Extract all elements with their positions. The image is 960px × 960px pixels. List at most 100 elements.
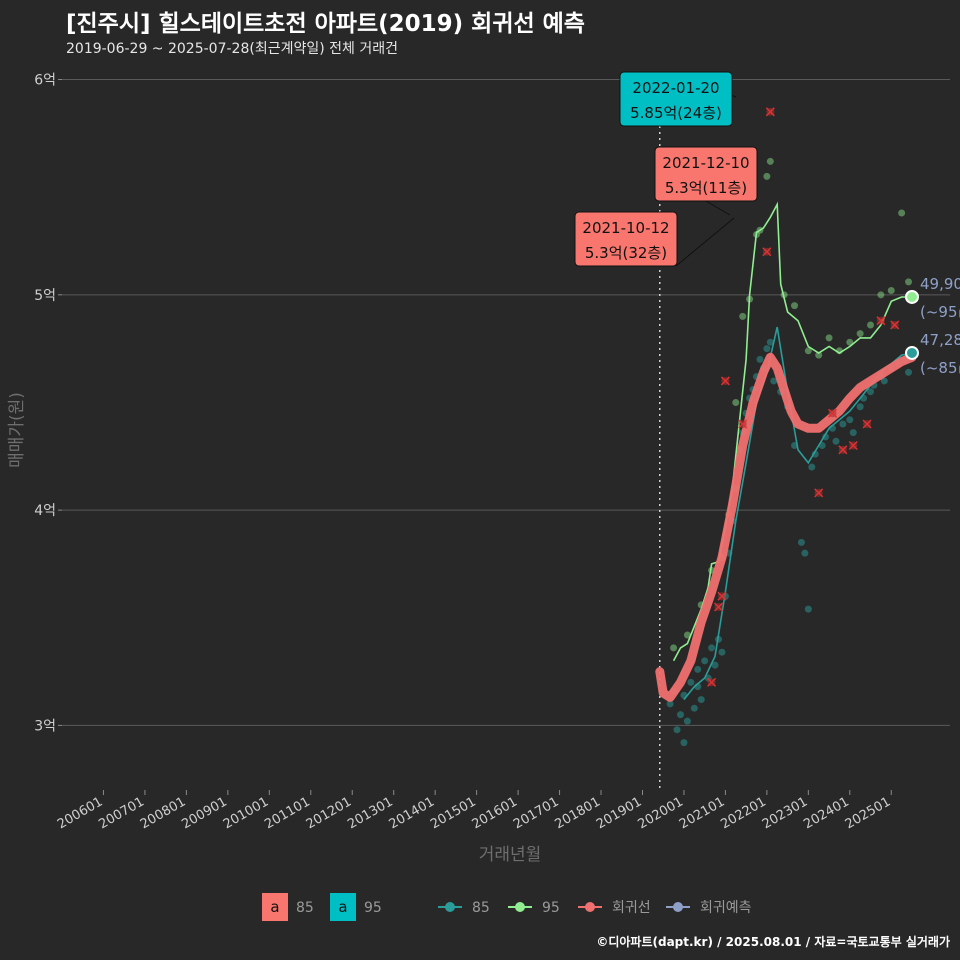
page-subtitle: 2019-06-29 ~ 2025-07-28(최근계약일) 전체 거래건 <box>66 41 398 57</box>
cancelled-cross <box>713 602 724 612</box>
point-85 <box>718 648 726 656</box>
point-85 <box>711 661 719 669</box>
x-axis: 2006012007012008012009012010012011012012… <box>55 790 893 832</box>
x-tick-label: 201201 <box>304 794 354 832</box>
point-95 <box>670 644 678 652</box>
legend-series-label: 회귀예측 <box>700 900 752 916</box>
point-95 <box>766 157 774 165</box>
point-95 <box>791 302 799 310</box>
x-tick-label: 201401 <box>387 794 437 832</box>
annotation-box <box>654 146 758 202</box>
point-95 <box>856 330 864 338</box>
x-tick-label: 202101 <box>677 794 727 832</box>
x-tick-label: 200701 <box>96 794 146 832</box>
point-95 <box>739 312 747 320</box>
legend-series-dot <box>515 902 525 912</box>
source-caption: ©디아파트(dapt.kr) / 2025.08.01 / 자료=국토교통부 실… <box>596 935 950 949</box>
point-85 <box>808 463 816 471</box>
point-95 <box>763 172 771 180</box>
x-tick-label: 202401 <box>801 794 851 832</box>
point-85 <box>856 403 864 411</box>
annotation-date: 2021-10-12 <box>582 219 669 237</box>
point-85 <box>708 644 716 652</box>
line-95 <box>672 201 912 662</box>
legend-series-label: 85 <box>472 900 490 916</box>
point-85 <box>673 726 681 734</box>
annotation-price: 5.85억(24층) <box>630 104 722 122</box>
x-tick-label: 201001 <box>221 794 271 832</box>
x-tick-label: 202301 <box>760 794 810 832</box>
cancelled-cross <box>827 408 838 418</box>
cancelled-cross <box>862 419 872 429</box>
x-tick-label: 200901 <box>179 794 229 832</box>
point-85 <box>680 739 688 747</box>
x-tick-label: 201801 <box>553 794 603 832</box>
cancelled-cross <box>838 445 848 455</box>
annotation-box <box>619 71 733 127</box>
cancelled-cross <box>720 376 730 386</box>
point-85 <box>797 538 805 546</box>
point-85 <box>770 377 778 385</box>
cancelled-marker <box>827 408 838 418</box>
cancelled-marker <box>838 445 848 455</box>
cancelled-marker <box>890 320 900 330</box>
x-tick-label: 201601 <box>470 794 520 832</box>
y-axis-title: 매매가(원) <box>7 392 27 468</box>
point-85 <box>666 700 674 708</box>
legend-series-key: 95 <box>508 900 560 916</box>
cancelled-marker <box>848 440 858 451</box>
cancelled-cross <box>738 419 748 429</box>
point-85 <box>846 416 854 424</box>
point-85 <box>801 549 809 557</box>
annotation-price: 5.3억(32층) <box>585 244 667 262</box>
annotation-box <box>574 211 678 267</box>
x-tick-label: 202201 <box>718 794 768 832</box>
cancelled-marker <box>720 376 730 386</box>
x-axis-title: 거래년월 <box>479 845 542 865</box>
legend-series-dot <box>585 902 595 912</box>
legend-series-dot <box>673 902 683 912</box>
legend-label-key: a 85 <box>262 893 314 921</box>
point-85 <box>839 420 847 428</box>
point-95 <box>846 338 854 346</box>
end-area-label: (~95㎡) <box>920 303 960 321</box>
point-85 <box>676 711 684 719</box>
point-85 <box>683 717 691 725</box>
legend: a 85 a 95 85 95 회귀선 회귀예측 <box>262 893 752 921</box>
point-85 <box>849 429 857 437</box>
cancelled-marker <box>707 677 717 687</box>
legend-key-glyph: a <box>338 898 347 916</box>
cancelled-marker <box>738 419 748 429</box>
point-85 <box>905 368 913 376</box>
point-95 <box>877 291 885 299</box>
legend-series-label: 95 <box>542 900 560 916</box>
end-point-95 <box>904 289 919 304</box>
end-point-85 <box>904 345 919 360</box>
y-tick-label: 6억 <box>34 73 56 89</box>
page-title: [진주시] 힐스테이트초전 아파트(2019) 회귀선 예측 <box>66 11 585 37</box>
x-tick-label: 201301 <box>345 794 395 832</box>
point-85 <box>687 678 695 686</box>
annotation-leader <box>675 217 735 267</box>
cancelled-marker <box>765 107 775 117</box>
cancelled-marker <box>814 488 824 498</box>
end-value-label: 47,283 <box>920 331 960 349</box>
cancelled-marker <box>862 419 872 429</box>
legend-key-glyph: a <box>270 898 279 916</box>
y-tick-label: 3억 <box>34 718 56 734</box>
legend-series-key: 회귀선 <box>578 900 651 916</box>
end-area-label: (~85㎡) <box>920 359 960 377</box>
legend-key-swatch <box>330 893 356 921</box>
grid-layer <box>62 79 950 726</box>
legend-key-label: 95 <box>364 900 382 916</box>
point-85 <box>867 388 875 396</box>
legend-series-label: 회귀선 <box>612 900 651 916</box>
point-95 <box>887 287 895 295</box>
point-85 <box>832 437 840 445</box>
legend-series-dot <box>445 902 455 912</box>
x-tick-label: 201501 <box>428 794 478 832</box>
annotation-date: 2022-01-20 <box>632 79 719 97</box>
x-tick-label: 201101 <box>262 794 312 832</box>
point-85 <box>804 605 812 613</box>
cancelled-marker <box>762 247 772 257</box>
